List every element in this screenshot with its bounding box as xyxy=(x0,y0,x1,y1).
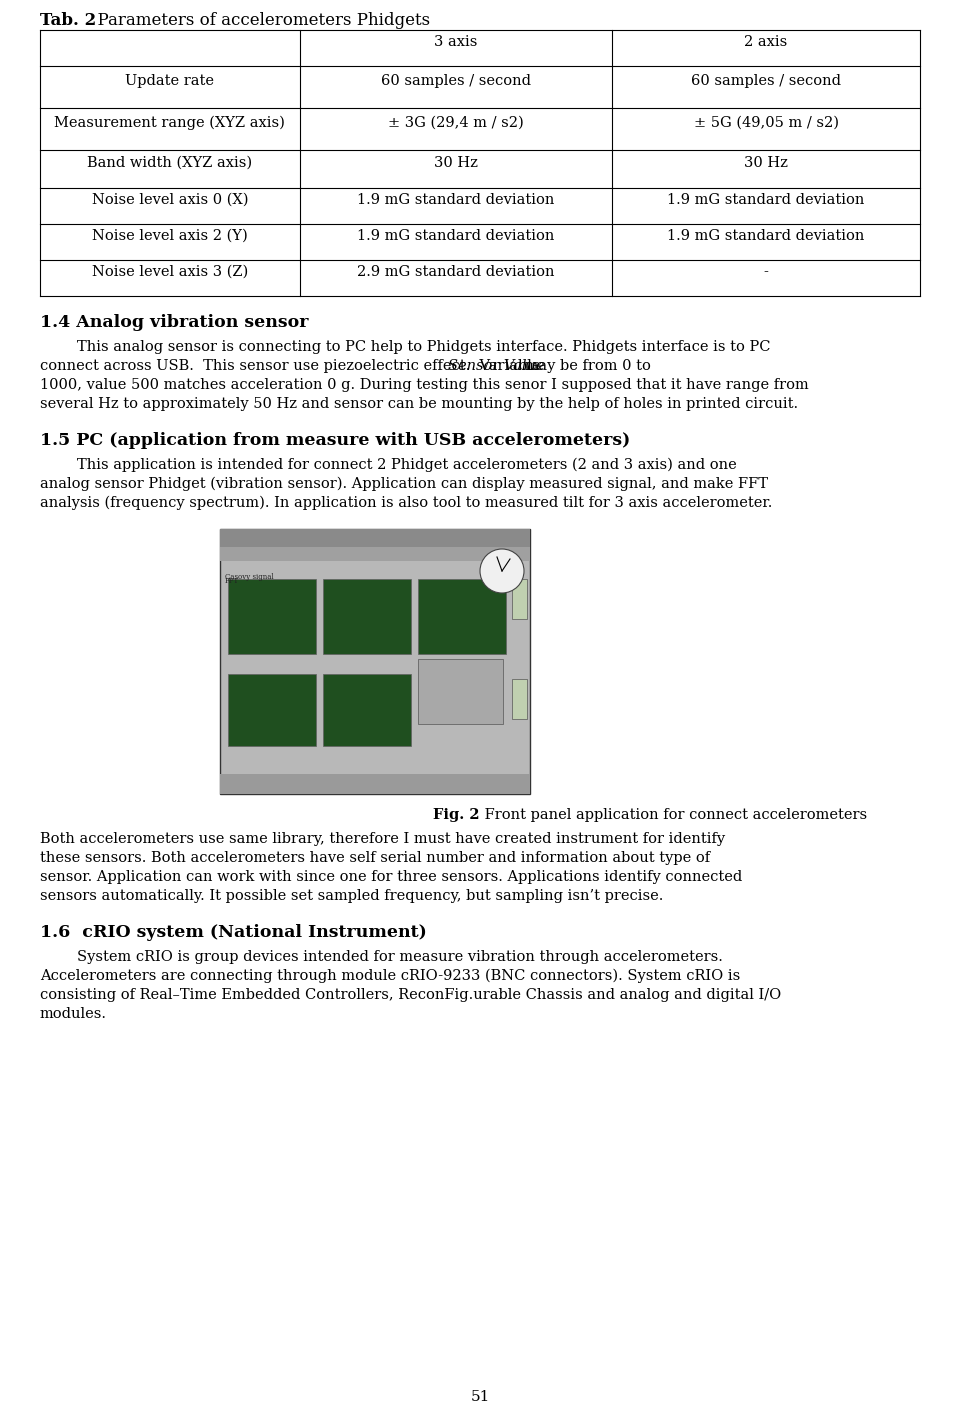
Text: This analog sensor is connecting to PC help to Phidgets interface. Phidgets inte: This analog sensor is connecting to PC h… xyxy=(40,340,771,354)
Text: Tab. 2: Tab. 2 xyxy=(40,11,96,28)
Bar xyxy=(323,579,411,654)
Bar xyxy=(220,529,530,547)
Text: sensor. Application can work with since one for three sensors. Applications iden: sensor. Application can work with since … xyxy=(40,870,742,884)
Text: 2 axis: 2 axis xyxy=(744,36,787,48)
Text: analysis (frequency spectrum). In application is also tool to measured tilt for : analysis (frequency spectrum). In applic… xyxy=(40,496,773,510)
Text: 1.6  cRIO system (National Instrument): 1.6 cRIO system (National Instrument) xyxy=(40,924,427,941)
Text: Band width (XYZ axis): Band width (XYZ axis) xyxy=(87,156,252,171)
Text: 30 Hz: 30 Hz xyxy=(434,156,478,171)
Bar xyxy=(220,547,530,562)
Text: Both accelerometers use same library, therefore I must have created instrument f: Both accelerometers use same library, th… xyxy=(40,832,725,846)
Text: 30 Hz: 30 Hz xyxy=(744,156,788,171)
Bar xyxy=(512,678,527,720)
Text: Casovy signal: Casovy signal xyxy=(225,573,274,582)
Text: Measurement range (XYZ axis): Measurement range (XYZ axis) xyxy=(55,115,285,131)
Text: 1.9 mG standard deviation: 1.9 mG standard deviation xyxy=(357,229,555,243)
Text: several Hz to approximately 50 Hz and sensor can be mounting by the help of hole: several Hz to approximately 50 Hz and se… xyxy=(40,397,798,411)
Text: connect across USB.  This sensor use piezoelectric effect.  Variable: connect across USB. This sensor use piez… xyxy=(40,358,545,373)
Text: Fig. 2: Fig. 2 xyxy=(433,808,480,822)
Text: 1.9 mG standard deviation: 1.9 mG standard deviation xyxy=(357,193,555,208)
Text: sensors automatically. It possible set sampled frequency, but sampling isn’t pre: sensors automatically. It possible set s… xyxy=(40,889,663,903)
Text: System cRIO is group devices intended for measure vibration through acceleromete: System cRIO is group devices intended fo… xyxy=(40,950,723,964)
Text: This application is intended for connect 2 Phidget accelerometers (2 and 3 axis): This application is intended for connect… xyxy=(40,458,736,472)
Text: analog sensor Phidget (vibration sensor). Application can display measured signa: analog sensor Phidget (vibration sensor)… xyxy=(40,476,768,492)
Text: 1000, value 500 matches acceleration 0 g. During testing this senor I supposed t: 1000, value 500 matches acceleration 0 g… xyxy=(40,378,808,392)
Text: consisting of Real–Time Embedded Controllers, ReconFig.urable Chassis and analog: consisting of Real–Time Embedded Control… xyxy=(40,988,781,1003)
Bar xyxy=(512,579,527,619)
Bar xyxy=(418,658,503,724)
Bar xyxy=(220,529,530,793)
Text: FFT: FFT xyxy=(225,577,239,584)
Text: Sensor Value: Sensor Value xyxy=(448,358,545,373)
Text: 1.9 mG standard deviation: 1.9 mG standard deviation xyxy=(667,193,865,208)
Text: may be from 0 to: may be from 0 to xyxy=(519,358,650,373)
Text: 1.4 Analog vibration sensor: 1.4 Analog vibration sensor xyxy=(40,314,308,331)
Text: Parameters of accelerometers Phidgets: Parameters of accelerometers Phidgets xyxy=(87,11,430,28)
Bar xyxy=(228,674,316,747)
Circle shape xyxy=(480,549,524,593)
Text: 60 samples / second: 60 samples / second xyxy=(691,74,841,88)
Text: ± 3G (29,4 m / s2): ± 3G (29,4 m / s2) xyxy=(388,117,523,129)
Text: 2.9 mG standard deviation: 2.9 mG standard deviation xyxy=(357,264,555,279)
Text: 1.9 mG standard deviation: 1.9 mG standard deviation xyxy=(667,229,865,243)
Text: 1.5 PC (application from measure with USB accelerometers): 1.5 PC (application from measure with US… xyxy=(40,432,631,449)
Text: ± 5G (49,05 m / s2): ± 5G (49,05 m / s2) xyxy=(693,117,838,129)
Text: 51: 51 xyxy=(470,1389,490,1404)
Text: Update rate: Update rate xyxy=(126,74,214,88)
Text: Front panel application for connect accelerometers: Front panel application for connect acce… xyxy=(480,808,867,822)
Bar xyxy=(323,674,411,747)
Text: -: - xyxy=(763,264,768,279)
Text: Noise level axis 2 (Y): Noise level axis 2 (Y) xyxy=(92,229,248,243)
Bar xyxy=(220,774,530,793)
Bar xyxy=(228,579,316,654)
Text: 3 axis: 3 axis xyxy=(434,36,477,48)
Text: Noise level axis 3 (Z): Noise level axis 3 (Z) xyxy=(91,264,248,279)
Text: Noise level axis 0 (X): Noise level axis 0 (X) xyxy=(91,193,248,208)
Bar xyxy=(418,579,506,654)
Text: these sensors. Both accelerometers have self serial number and information about: these sensors. Both accelerometers have … xyxy=(40,850,710,865)
Text: Accelerometers are connecting through module cRIO-9233 (BNC connectors). System : Accelerometers are connecting through mo… xyxy=(40,968,740,984)
Text: 60 samples / second: 60 samples / second xyxy=(381,74,531,88)
Text: modules.: modules. xyxy=(40,1007,107,1021)
